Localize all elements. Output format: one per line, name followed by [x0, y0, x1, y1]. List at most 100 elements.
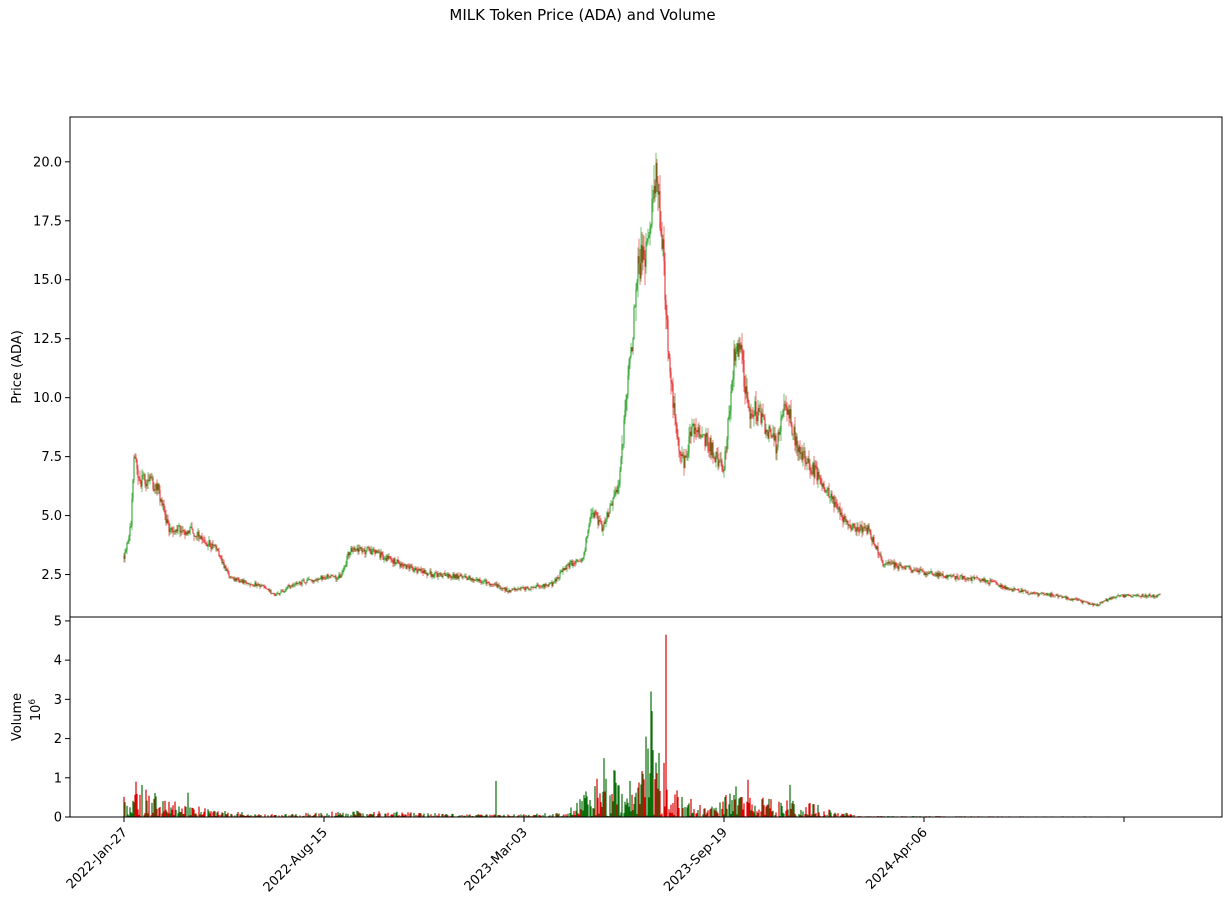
volume-bar [522, 815, 524, 817]
candle-body [444, 572, 446, 577]
candle-body [568, 563, 570, 568]
volume-bar [658, 752, 660, 817]
volume-bar [804, 813, 806, 817]
volume-bar [494, 814, 496, 817]
volume-bar [725, 795, 727, 817]
candle-body [1070, 598, 1072, 600]
volume-bar [234, 815, 236, 817]
candle-body [257, 583, 259, 585]
volume-bar [326, 813, 328, 817]
candle-body [664, 261, 666, 300]
candle-body [154, 489, 156, 491]
volume-bar [628, 806, 630, 817]
candle-body [795, 436, 797, 446]
candle-body [403, 563, 405, 567]
volume-bar [179, 811, 181, 817]
candle-body [584, 550, 586, 553]
volume-bar [532, 815, 534, 817]
candle-body [941, 573, 943, 575]
candle-body [907, 566, 909, 567]
candle-body [1090, 604, 1092, 605]
candle-body [887, 562, 889, 564]
candle-body [214, 544, 216, 546]
volume-bar [193, 809, 195, 817]
volume-bar [442, 813, 444, 817]
candle-body [602, 527, 604, 531]
candle-body [570, 561, 572, 562]
candle-body [390, 556, 392, 561]
volume-bar [292, 814, 294, 817]
candle-body [668, 351, 670, 359]
volume-bar [551, 815, 553, 817]
candle-body [538, 586, 540, 587]
candle-body [1117, 595, 1119, 596]
candle-body [250, 584, 252, 586]
volume-bar [536, 813, 538, 817]
candle-body [347, 552, 349, 557]
volume-bar [754, 805, 756, 817]
candle-body [839, 507, 841, 515]
volume-bar [555, 813, 557, 817]
candle-body [926, 573, 928, 576]
candle-body [586, 536, 588, 539]
candle-body [253, 584, 255, 586]
candle-body [689, 431, 691, 437]
candle-body [613, 495, 615, 499]
volume-bar [570, 807, 572, 817]
candle-body [763, 416, 765, 420]
volume-bar [254, 814, 256, 817]
candle-body [880, 554, 882, 559]
volume-bar [626, 798, 628, 817]
candle-body [522, 587, 524, 589]
candle-body [988, 583, 990, 585]
volume-y-tick-label: 0 [54, 811, 62, 826]
candle-body [630, 347, 632, 357]
candle-body [821, 483, 823, 487]
candle-body [694, 427, 696, 435]
volume-bar [801, 815, 803, 817]
candle-body [317, 579, 319, 581]
volume-bar [360, 813, 362, 817]
volume-bar [808, 803, 810, 817]
volume-bar [587, 804, 589, 817]
volume-bar [637, 787, 639, 817]
candle-body [1064, 596, 1066, 598]
volume-bar [291, 814, 293, 817]
candle-body [650, 225, 652, 228]
candle-body [490, 584, 492, 586]
candle-body [239, 581, 241, 583]
volume-bar [378, 811, 380, 817]
volume-bar [133, 802, 135, 817]
candle-body [168, 522, 170, 532]
candle-body [477, 578, 479, 581]
candle-body [852, 523, 854, 529]
candle-body [1025, 590, 1027, 593]
volume-bar [735, 786, 737, 817]
candle-body [773, 433, 775, 441]
volume-bar [517, 815, 519, 817]
candle-body [583, 552, 585, 558]
candle-body [359, 547, 361, 549]
candle-body [651, 198, 653, 226]
volume-bar [659, 791, 661, 817]
candle-body [410, 565, 412, 566]
candle-body [1110, 597, 1112, 600]
volume-bar [577, 813, 579, 817]
candle-body [632, 338, 634, 352]
volume-bar [656, 773, 658, 817]
volume-bar [244, 815, 246, 817]
volume-bar [557, 814, 559, 817]
candle-body [549, 582, 551, 585]
candle-body [398, 561, 400, 565]
candle-body [177, 525, 179, 532]
volume-bar [370, 813, 372, 817]
candle-body [1133, 595, 1135, 596]
candle-body [447, 573, 449, 578]
candle-body [655, 162, 657, 194]
volume-bar [236, 813, 238, 817]
volume-bar [288, 815, 290, 817]
candle-body [525, 587, 527, 590]
candle-body [690, 431, 692, 437]
candle-body [368, 547, 370, 551]
candle-body [934, 574, 936, 576]
